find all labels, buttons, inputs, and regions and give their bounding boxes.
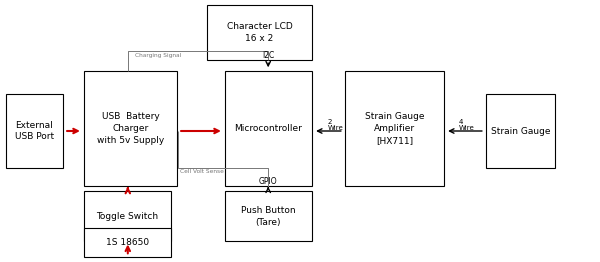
Text: Push Button
(Tare): Push Button (Tare): [241, 206, 296, 227]
Bar: [345, 71, 444, 186]
Bar: [225, 71, 312, 186]
Text: 4
Wire: 4 Wire: [459, 119, 475, 132]
Text: Character LCD
16 x 2: Character LCD 16 x 2: [227, 22, 292, 43]
Text: GPIO: GPIO: [259, 177, 278, 186]
Text: Microcontroller: Microcontroller: [235, 124, 302, 133]
Text: Strain Gauge: Strain Gauge: [491, 127, 550, 135]
Bar: [486, 94, 555, 168]
Bar: [6, 94, 63, 168]
Text: Strain Gauge
Amplifier
[HX711]: Strain Gauge Amplifier [HX711]: [365, 112, 424, 145]
Text: I2C: I2C: [262, 51, 274, 60]
Bar: [84, 71, 177, 186]
Bar: [225, 191, 312, 241]
Text: Cell Volt Sense: Cell Volt Sense: [180, 169, 224, 174]
Bar: [207, 5, 312, 60]
Text: Toggle Switch: Toggle Switch: [97, 212, 158, 221]
Bar: [84, 191, 171, 241]
Text: USB  Battery
Charger
with 5v Supply: USB Battery Charger with 5v Supply: [97, 112, 164, 145]
Text: 2
Wire: 2 Wire: [328, 119, 343, 132]
Text: Charging Signal: Charging Signal: [135, 52, 181, 58]
Text: 1S 18650: 1S 18650: [106, 238, 149, 247]
Text: External
USB Port: External USB Port: [15, 121, 54, 141]
Bar: [84, 228, 171, 257]
